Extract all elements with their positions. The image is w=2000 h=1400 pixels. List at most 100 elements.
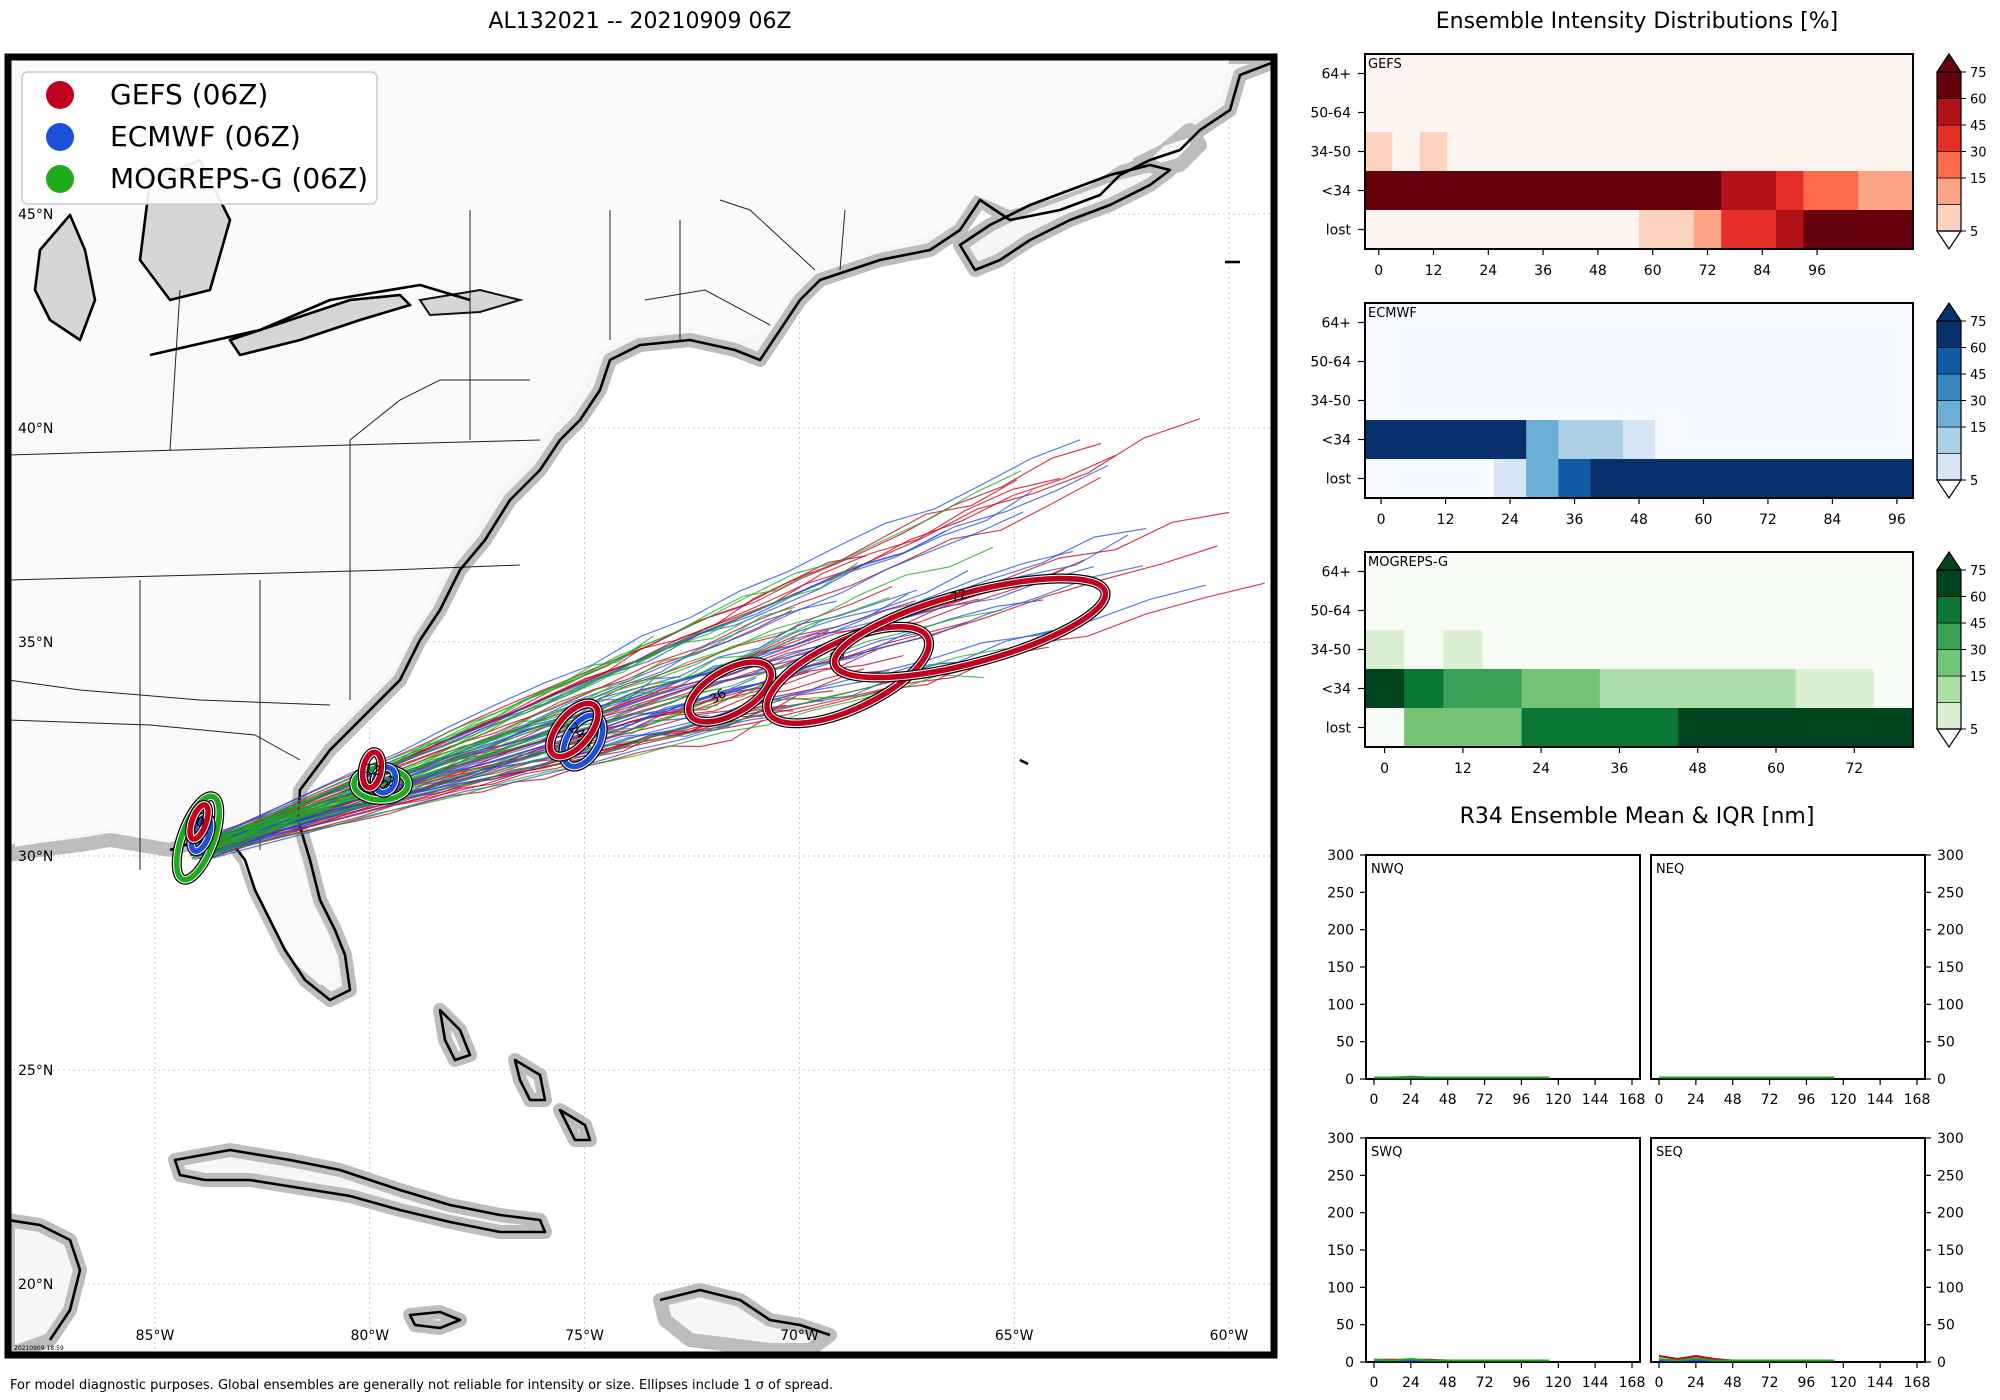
heatmap-cell [1392, 210, 1421, 250]
heatmap-cell [1748, 54, 1777, 94]
heatmap-row-label: 34-50 [1310, 643, 1351, 659]
heatmap-x-label: 48 [1589, 263, 1607, 279]
heatmap-x-label: 60 [1767, 761, 1785, 777]
heatmap-cell [1816, 381, 1850, 421]
heatmap-cell [1365, 552, 1405, 592]
heatmap-cell [1858, 93, 1887, 133]
heatmap-cell [1873, 552, 1914, 592]
r34-x-label: 144 [1867, 1092, 1894, 1108]
heatmap-cell [1529, 54, 1558, 94]
r34-panel-nwq: NWQ 300 250 200 150 100 50 00 24 48 72 96 120 144 168 [1327, 848, 1645, 1108]
heatmap-cell [1751, 342, 1785, 382]
heatmap-cell [1611, 132, 1640, 172]
legend-label-ecmwf: ECMWF (06Z) [110, 120, 301, 153]
heatmap-cell [1599, 630, 1640, 670]
gefs-ellipse-24h: 24 [545, 698, 603, 762]
heatmap-cell [1721, 54, 1750, 94]
heatmap-cell [1666, 54, 1695, 94]
r34-y-label: 200 [1327, 923, 1354, 939]
colorbar-segment [1936, 622, 1962, 650]
r34-x-label: 72 [1476, 1375, 1494, 1391]
intensity-heatmaps: 64+ 50-64 34-50 <34 lost GEFS 0 12 24 36 48 60 72 84 9… [1310, 52, 1987, 777]
heatmap-cell [1803, 93, 1832, 133]
colorbar-min-arrow [1935, 728, 1963, 749]
heatmap-cell [1493, 342, 1527, 382]
heatmap-cell [1560, 708, 1601, 748]
colorbar-segment [1936, 702, 1962, 730]
colorbar-label: 60 [1970, 591, 1987, 606]
heatmap-cell [1482, 552, 1523, 592]
heatmap-cell [1365, 93, 1393, 133]
heatmap-cell [1795, 630, 1836, 670]
heatmap-cell [1751, 459, 1785, 499]
ellipse-hour-label: 72 [949, 587, 969, 606]
heatmap-cell [1748, 132, 1777, 172]
r34-x-label: 0 [1370, 1375, 1379, 1391]
heatmap-cell [1584, 93, 1613, 133]
r34-y-label: 150 [1937, 1243, 1964, 1259]
heatmap-cell [1830, 171, 1859, 211]
heatmap-cell [1784, 342, 1817, 382]
heatmap-cell [1590, 303, 1624, 343]
heatmap-cell [1521, 552, 1562, 592]
ensemble-track-line [190, 550, 1074, 842]
heatmap-cell [1584, 171, 1613, 211]
heatmap-x-label: 72 [1845, 761, 1863, 777]
heatmap-cell [1365, 171, 1393, 211]
r34-x-label: 72 [1761, 1375, 1779, 1391]
heatmap-cell [1678, 630, 1718, 670]
r34-x-label: 48 [1439, 1092, 1457, 1108]
colorbar-label: 5 [1970, 474, 1978, 489]
r34-x-label: 96 [1513, 1092, 1531, 1108]
heatmap-cell [1584, 210, 1613, 250]
r34-y-label: 100 [1327, 1280, 1354, 1296]
heatmap-cell [1599, 591, 1640, 631]
colorbar-label: 30 [1970, 146, 1987, 161]
heatmap-cell [1611, 171, 1640, 211]
heatmap-cell [1756, 552, 1797, 592]
heatmap-row-label: 50-64 [1310, 355, 1351, 371]
heatmap-cell [1719, 420, 1753, 460]
r34-y-label: 200 [1937, 1206, 1964, 1222]
heatmap-cell [1717, 708, 1757, 748]
heatmap-cell [1748, 171, 1777, 211]
lat-label: 30°N [18, 849, 53, 865]
ensemble-track-line [191, 596, 890, 855]
heatmap-cell [1482, 708, 1523, 748]
heatmap-cell [1502, 93, 1530, 133]
ellipse-hour-label: 12 [363, 762, 382, 780]
heatmap-x-label: 0 [1380, 761, 1389, 777]
heatmap-cell [1693, 93, 1722, 133]
heatmap-cell [1482, 630, 1523, 670]
heatmap-cell [1816, 459, 1850, 499]
r34-quadrant-label: NEQ [1656, 862, 1684, 877]
ellipse-stroke [547, 700, 601, 760]
heatmap-cell [1611, 210, 1640, 250]
ellipse-stroke [831, 575, 1109, 681]
heatmap-cell [1482, 669, 1523, 709]
r34-y-label: 150 [1937, 960, 1964, 976]
heatmap-cell [1560, 552, 1601, 592]
lon-label: 85°W [136, 1328, 175, 1344]
r34-quadrant-label: NWQ [1371, 862, 1404, 877]
heatmap-cell [1776, 132, 1804, 172]
gefs-ellipse-48h: 48 [761, 621, 935, 729]
heatmap-cell [1756, 591, 1797, 631]
r34-title: R34 Ensemble Mean & IQR [nm] [1460, 804, 1815, 829]
heatmap-cell [1461, 459, 1495, 499]
heatmap-cell [1502, 171, 1530, 211]
r34-y-label: 100 [1327, 997, 1354, 1013]
colorbar-label: 5 [1970, 723, 1978, 738]
lat-label: 35°N [18, 635, 53, 651]
heatmap-cell [1885, 210, 1914, 250]
heatmap-cell [1560, 591, 1601, 631]
heatmap-row-label: <34 [1321, 682, 1351, 698]
r34-frame [1365, 1137, 1641, 1363]
legend-label-gefs: GEFS (06Z) [110, 78, 268, 111]
heatmap-cell [1678, 552, 1718, 592]
heatmap-mogreps-g: 64+ 50-64 34-50 <34 lost MOGREPS-G 0 12 24 36 48 60… [1310, 550, 1987, 777]
heatmap-cell [1556, 210, 1585, 250]
